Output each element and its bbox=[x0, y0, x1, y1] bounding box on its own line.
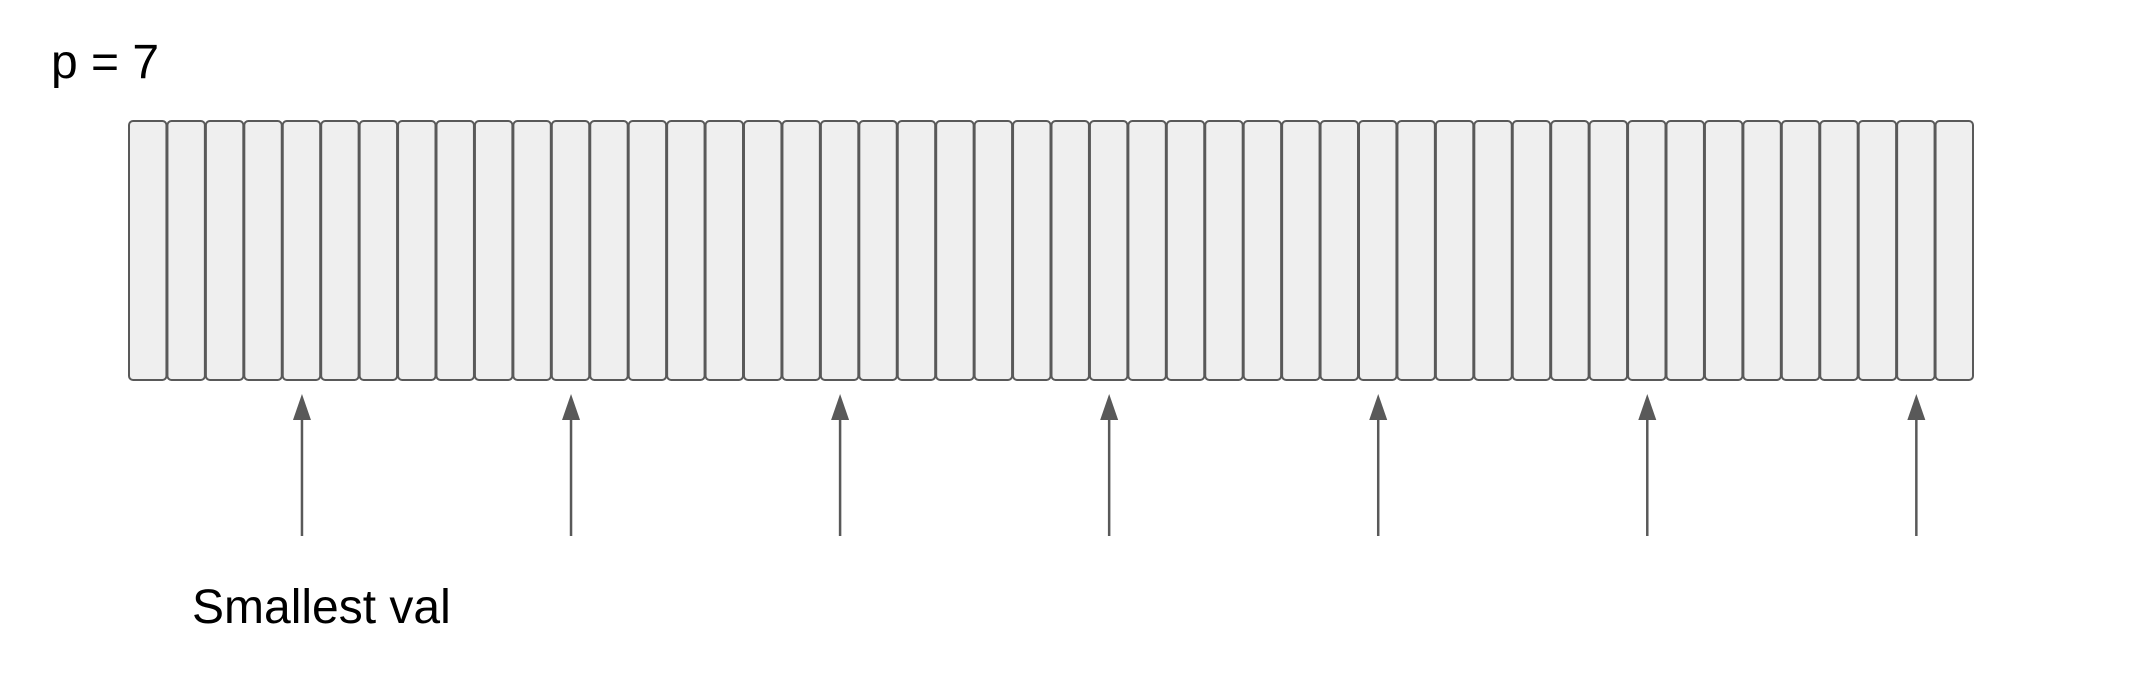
p-value-label: p = 7 bbox=[51, 36, 160, 89]
array-cell bbox=[1473, 120, 1513, 381]
array-cell bbox=[1396, 120, 1436, 381]
pointer-arrow bbox=[292, 394, 311, 536]
array-cell bbox=[1627, 120, 1667, 381]
pointer-arrow bbox=[1100, 394, 1119, 536]
array-cells bbox=[128, 120, 1975, 381]
array-cell bbox=[627, 120, 668, 381]
array-cell bbox=[435, 120, 475, 381]
pointer-arrow bbox=[831, 394, 850, 536]
pointer-arrows bbox=[292, 394, 1926, 536]
array-cell bbox=[1896, 120, 1936, 381]
array-cell bbox=[128, 120, 168, 381]
array-cell bbox=[1281, 120, 1321, 381]
pointer-arrow bbox=[1638, 394, 1657, 536]
array-cell bbox=[666, 120, 706, 381]
array-cell bbox=[896, 120, 937, 381]
array-cell bbox=[512, 120, 552, 381]
array-cell bbox=[704, 120, 744, 381]
array-cell bbox=[1165, 120, 1206, 381]
array-cell bbox=[1588, 120, 1629, 381]
array-cell bbox=[281, 120, 322, 381]
arrow-head bbox=[1369, 394, 1388, 420]
array-cell bbox=[243, 120, 283, 381]
array-cell bbox=[473, 120, 514, 381]
array-cell bbox=[1511, 120, 1552, 381]
array-cell bbox=[1703, 120, 1744, 381]
arrow-head bbox=[292, 394, 311, 420]
array-cell bbox=[1550, 120, 1590, 381]
array-cell bbox=[858, 120, 898, 381]
arrow-head bbox=[562, 394, 581, 420]
arrow-head bbox=[1638, 394, 1657, 420]
pointer-arrow bbox=[562, 394, 581, 536]
array-cell bbox=[550, 120, 591, 381]
array-cell bbox=[1934, 120, 1975, 381]
array-cell bbox=[1088, 120, 1129, 381]
array-cell bbox=[1319, 120, 1360, 381]
array-cell bbox=[1857, 120, 1898, 381]
array-cell bbox=[781, 120, 821, 381]
array-cell bbox=[1242, 120, 1283, 381]
array-cell bbox=[1012, 120, 1052, 381]
array-cell bbox=[973, 120, 1014, 381]
array-cell bbox=[1819, 120, 1859, 381]
array-cell bbox=[397, 120, 437, 381]
arrow-head bbox=[831, 394, 850, 420]
array-cell bbox=[1742, 120, 1782, 381]
array-cell bbox=[935, 120, 975, 381]
array-cell bbox=[819, 120, 860, 381]
array-cell bbox=[743, 120, 783, 381]
smallest-val-caption: Smallest val bbox=[192, 581, 451, 634]
array-cell bbox=[320, 120, 360, 381]
array-cell bbox=[358, 120, 399, 381]
array-cell bbox=[204, 120, 245, 381]
array-cell bbox=[1127, 120, 1167, 381]
array-cell bbox=[589, 120, 629, 381]
array-cell bbox=[1204, 120, 1244, 381]
array-cell bbox=[1780, 120, 1821, 381]
pointer-arrow bbox=[1907, 394, 1926, 536]
array-cell bbox=[1050, 120, 1090, 381]
array-cell bbox=[1665, 120, 1705, 381]
array-cell bbox=[1358, 120, 1398, 381]
arrow-head bbox=[1100, 394, 1119, 420]
array-cell bbox=[1434, 120, 1475, 381]
array-cell bbox=[166, 120, 206, 381]
arrow-head bbox=[1907, 394, 1926, 420]
pointer-arrow bbox=[1369, 394, 1388, 536]
